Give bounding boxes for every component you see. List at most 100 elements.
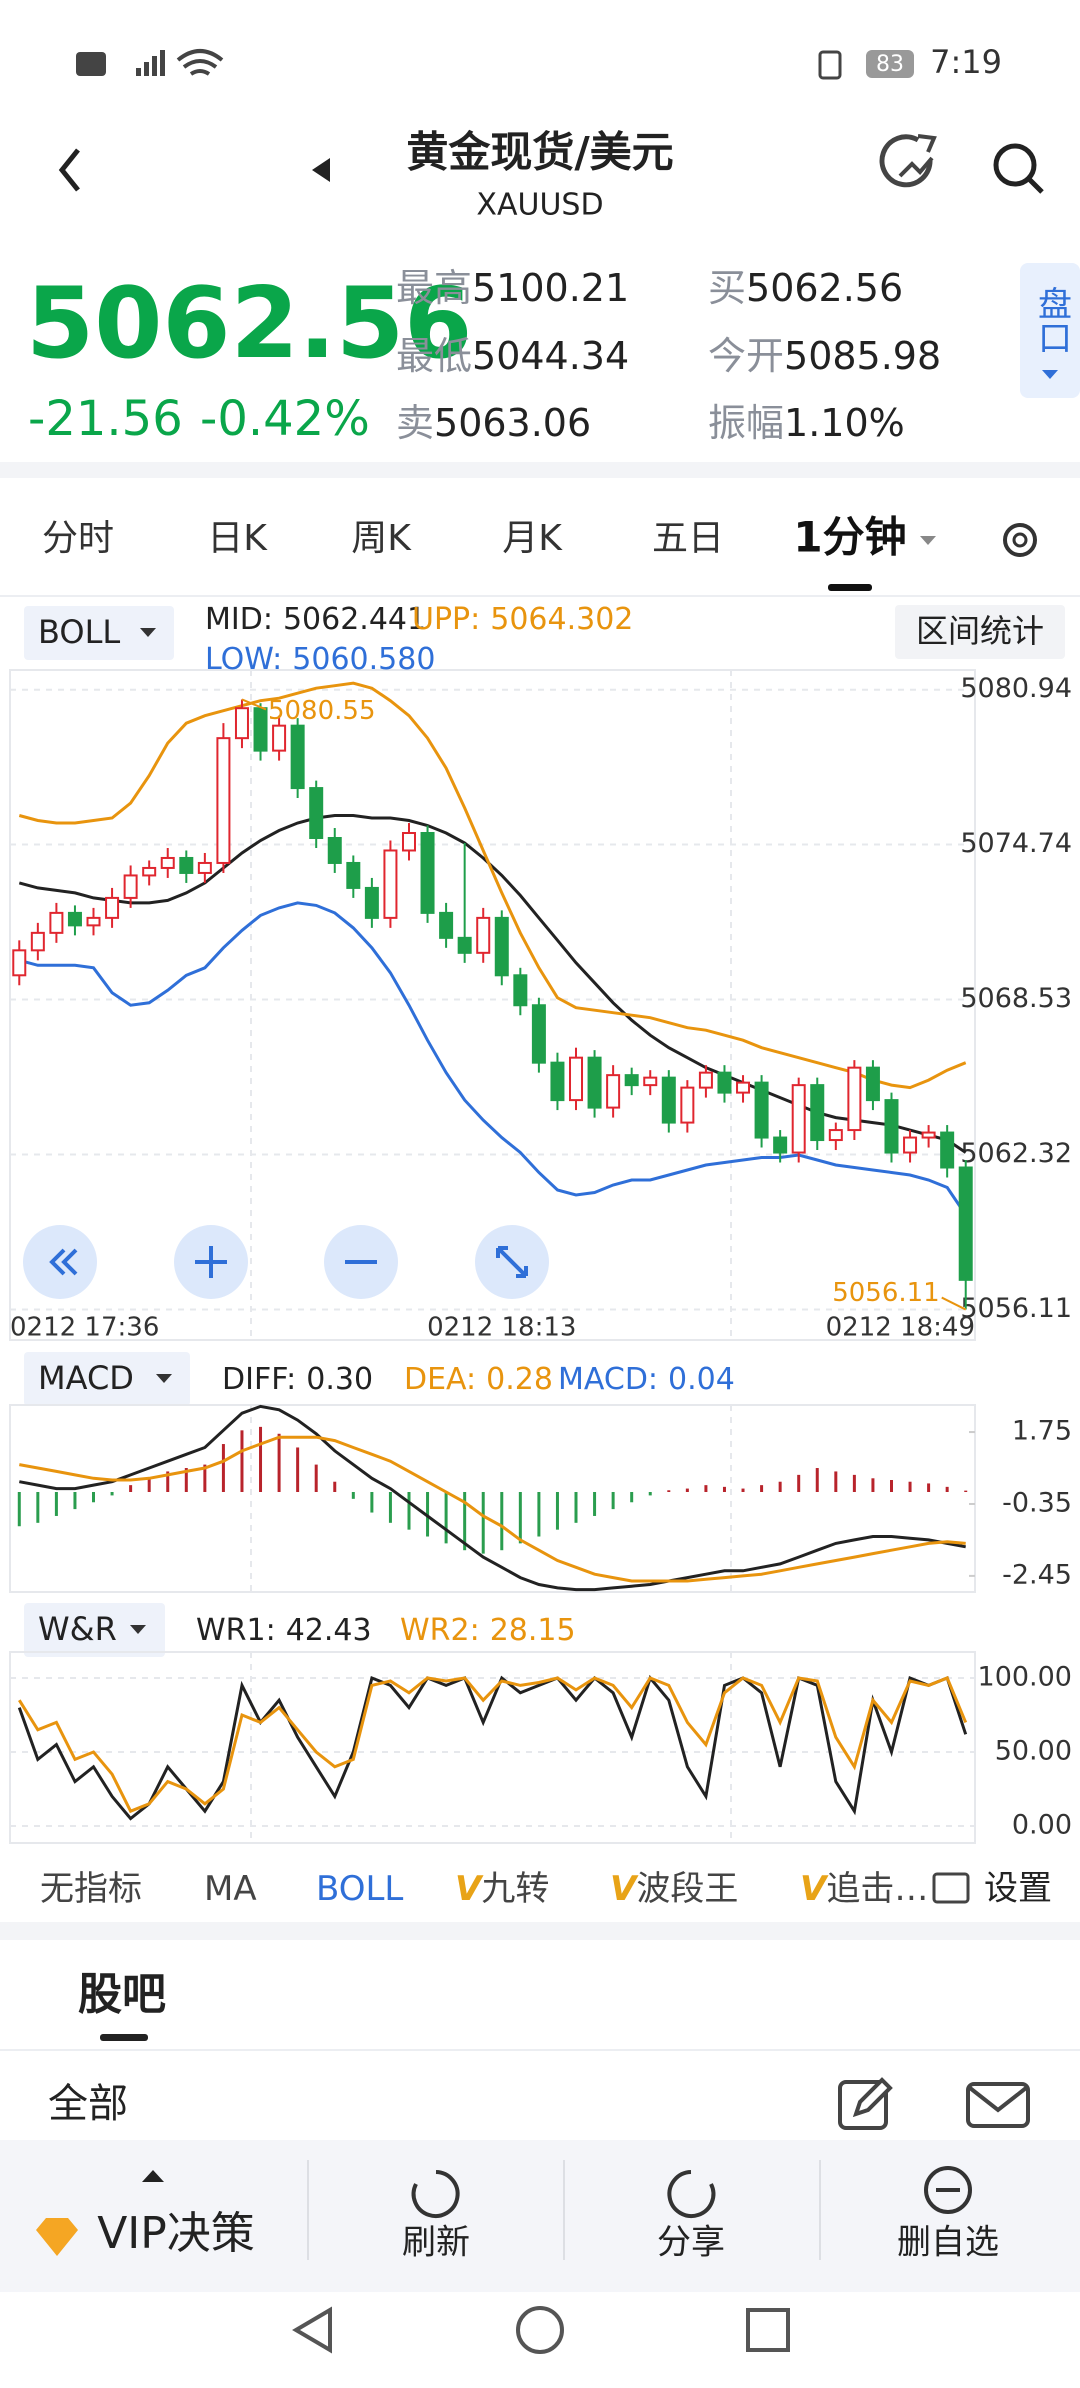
stat: 卖5063.06 [396, 401, 591, 445]
legend-name: LOW: [205, 642, 282, 677]
indicator-select[interactable] [24, 606, 174, 660]
candle-body [105, 896, 120, 919]
hd-icon [76, 52, 106, 76]
candle-body [661, 1076, 676, 1124]
compose-icon[interactable] [838, 2077, 893, 2130]
period-tab[interactable]: 1分钟 [793, 513, 906, 562]
indicator-tab[interactable]: V九转 [455, 1869, 549, 1909]
range-stats-button[interactable] [895, 605, 1065, 659]
y-tick-label: 1.75 [1012, 1416, 1072, 1447]
indicator-name[interactable]: MACD [38, 1359, 134, 1397]
last-price: 5062.56 [26, 267, 472, 381]
prev-symbol[interactable] [312, 158, 330, 182]
indicator-select[interactable] [24, 1352, 190, 1406]
legend-name: UPP: [412, 602, 480, 637]
x-tick-label: 0212 17:36 [10, 1313, 159, 1343]
legend-entry: LOW: 5060.580 [205, 642, 435, 677]
y-tick-label: -0.35 [1002, 1487, 1072, 1518]
indicator-line [19, 1404, 966, 1592]
legend-name: DEA: [404, 1362, 476, 1397]
stat-value: 5062.56 [746, 266, 903, 310]
search-icon[interactable] [993, 143, 1044, 194]
share-icon [667, 2170, 716, 2218]
candle-body [494, 916, 509, 977]
period-tab[interactable]: 月K [502, 518, 563, 559]
legend-value: 5060.580 [292, 642, 435, 677]
indicator-tab[interactable]: MA [204, 1869, 257, 1909]
nav-recents[interactable] [746, 2308, 790, 2352]
stat-value: 5100.21 [472, 266, 629, 310]
candle-body [810, 1084, 825, 1142]
chart-frame [9, 1404, 976, 1593]
bottom-action[interactable]: 刷新 [402, 2223, 470, 2263]
community-title[interactable]: 股吧 [78, 1969, 166, 2020]
candle-body [327, 836, 342, 864]
bottom-action[interactable]: 分享 [657, 2223, 725, 2263]
candle-body [86, 916, 101, 927]
refresh-share-icon[interactable] [879, 134, 937, 188]
period-tab[interactable]: 周K [351, 518, 412, 559]
y-tick-label: 5074.74 [960, 828, 1072, 859]
candle-body [439, 911, 454, 939]
expand-arrow[interactable] [142, 2170, 164, 2182]
scroll-left-button[interactable] [23, 1225, 97, 1299]
legend-name: WR2: [400, 1613, 480, 1648]
candle-body [179, 856, 194, 874]
indicator-select[interactable] [24, 1603, 165, 1657]
nav-home[interactable] [516, 2306, 564, 2354]
quote-stats: 最高5100.21 买5062.56 最低5044.34 今开5085.98 卖… [396, 266, 941, 445]
legend-entry: MID: 5062.441 [205, 602, 426, 637]
stat-label: 振幅 [708, 401, 784, 445]
candle-body [531, 1004, 546, 1064]
candle-body [773, 1136, 788, 1154]
y-tick-label: 5062.32 [960, 1138, 1072, 1169]
message-icon[interactable] [966, 2082, 1030, 2128]
candle-body [680, 1086, 695, 1124]
legend-value: 42.43 [286, 1613, 372, 1648]
candle-body [698, 1071, 713, 1089]
y-tick-label: 100.00 [978, 1662, 1072, 1693]
stat: 最高5100.21 [396, 266, 629, 310]
period-tab[interactable]: 分时 [42, 518, 114, 559]
bottom-action[interactable]: 删自选 [897, 2223, 999, 2263]
indicator-tab[interactable]: 无指标 [40, 1869, 142, 1909]
indicator-name[interactable]: BOLL [38, 613, 120, 651]
legend-name: WR1: [196, 1613, 276, 1648]
status-bar: 83 7:19 [76, 43, 1002, 81]
indicator-settings[interactable]: 设置 [932, 1869, 1052, 1909]
y-tick-label: 5080.94 [960, 673, 1072, 704]
wifi-icon [176, 49, 224, 76]
nav-back[interactable] [292, 2306, 332, 2354]
back-button[interactable] [58, 148, 80, 192]
chart-settings-icon[interactable] [1003, 523, 1037, 557]
legend-value: 5064.302 [490, 602, 633, 637]
stat: 今开5085.98 [708, 334, 941, 378]
nav-bar [292, 2306, 790, 2354]
dropdown-arrow [130, 1625, 146, 1634]
period-tab[interactable]: 日K [207, 518, 268, 559]
community-filter[interactable]: 全部 [48, 2081, 128, 2127]
icon [49, 1248, 78, 1276]
order-book-label[interactable]: 盘口 [1032, 286, 1072, 354]
order-book-button[interactable] [1020, 263, 1080, 398]
candle-body [253, 707, 268, 752]
indicator-name[interactable]: W&R [38, 1610, 117, 1648]
legend-value: 0.30 [306, 1362, 373, 1397]
y-tick-label: -2.45 [1002, 1559, 1072, 1590]
indicator-settings-label[interactable]: 设置 [984, 1869, 1052, 1909]
chart-frame [9, 1651, 976, 1844]
indicator-tab[interactable]: BOLL [316, 1869, 403, 1909]
range-stats-label[interactable]: 区间统计 [916, 612, 1044, 650]
stat-label: 卖 [396, 401, 434, 445]
separator [0, 1922, 1080, 1940]
header-title: 黄金现货/美元 [406, 128, 673, 177]
candle-body [884, 1099, 899, 1154]
legend-value: 28.15 [490, 1613, 576, 1648]
period-tab[interactable]: 五日 [652, 518, 724, 559]
stat-label: 最低 [396, 334, 472, 378]
indicator-tab[interactable]: V波段王 [610, 1869, 738, 1909]
indicator-tab[interactable]: V追击… [800, 1869, 928, 1909]
bottom-action[interactable]: VIP决策 [97, 2208, 255, 2259]
